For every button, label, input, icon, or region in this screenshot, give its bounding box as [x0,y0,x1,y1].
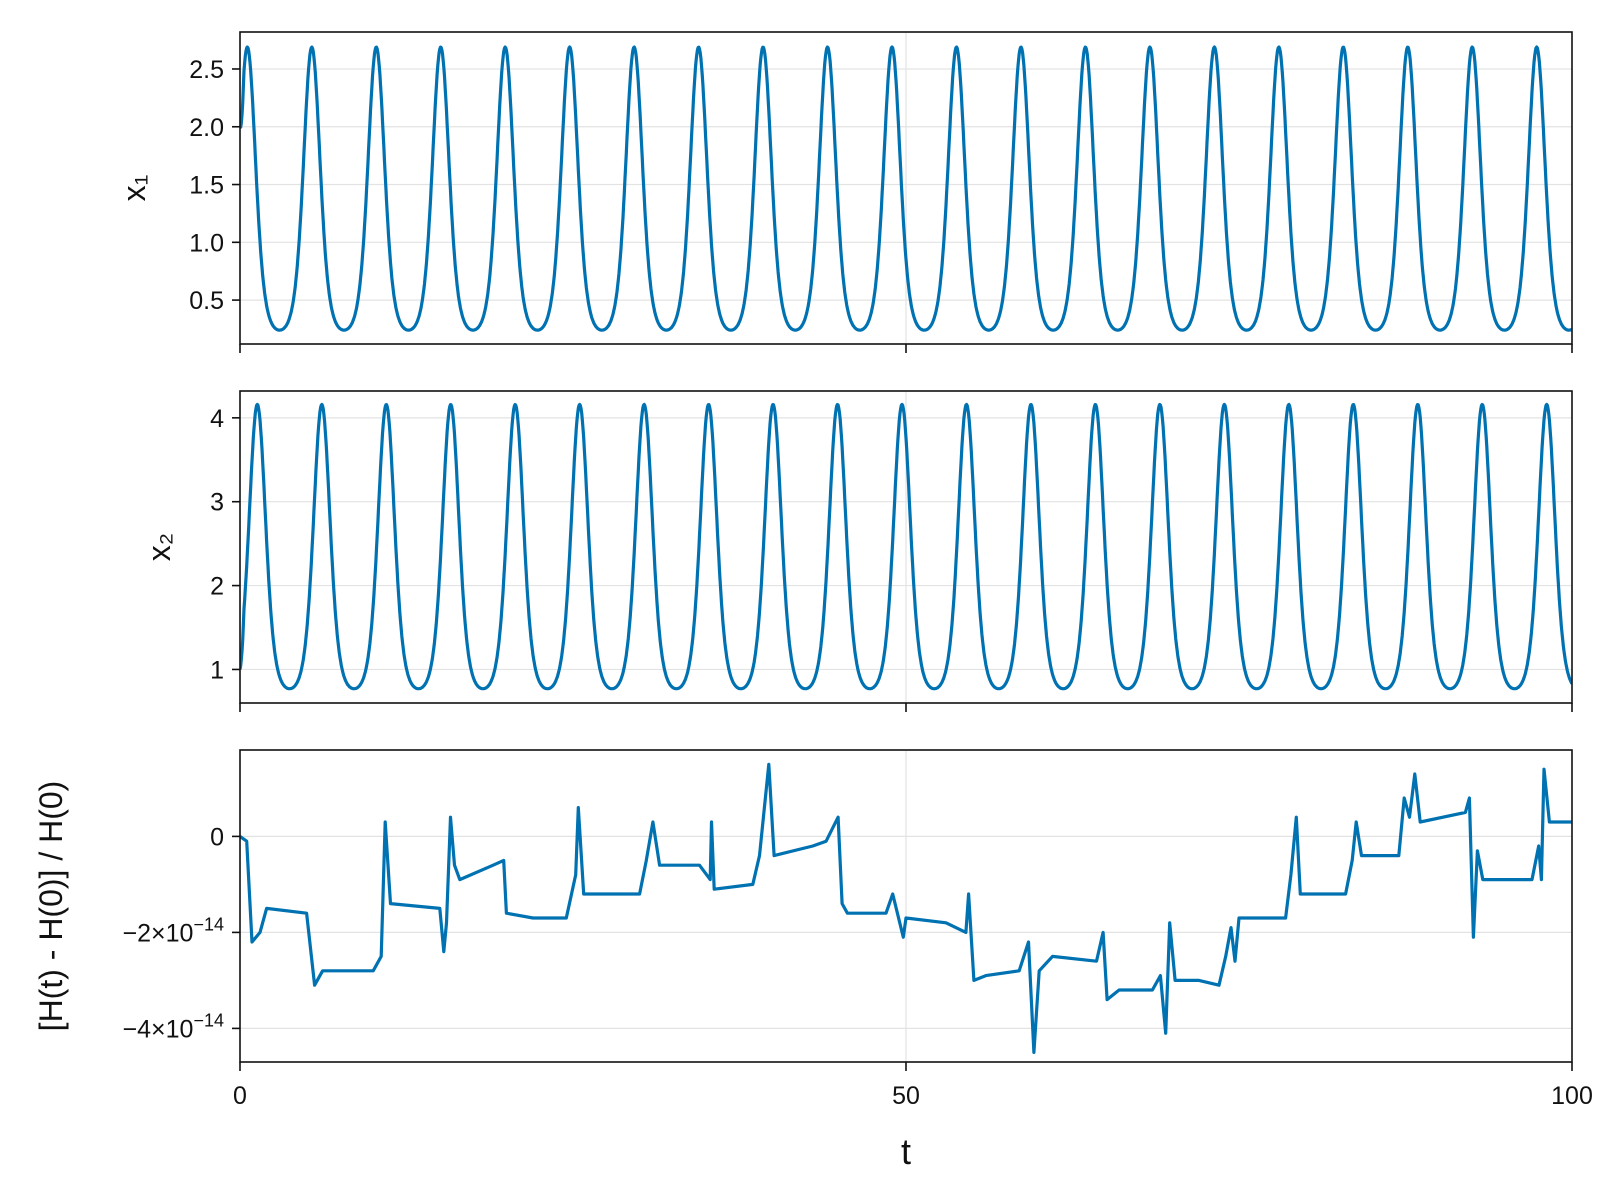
y-tick-label: 2.5 [189,56,224,84]
y-axis-label: [H(t) - H(0)] / H(0) [33,781,69,1032]
y-tick-label: 4 [210,405,224,433]
panel-3: −4×10−14 −2×10−14 0 0 50 100 [H(t) - H(0)] / H… [33,749,1593,1172]
y-tick-label: 1.0 [189,229,224,257]
y-tick-label: 1 [210,656,224,684]
x-tick-label: 100 [1551,1082,1593,1110]
y-tick-label: 2.0 [189,114,224,142]
y-tick-label: −2×10−14 [123,914,224,947]
y-axis-label: x₂ [141,533,177,561]
panel-2: 1 2 3 4 x₂ [141,390,1573,712]
y-tick-label: 2 [210,573,224,601]
y-tick-label: 0 [210,823,224,851]
series-line [240,402,1572,691]
panel-1: 0.5 1.0 1.5 2.0 2.5 x₁ [116,31,1573,353]
y-tick-label: 3 [210,489,224,517]
x-axis-label: t [901,1131,911,1172]
series-line [240,45,1572,332]
y-tick-label: 1.5 [189,172,224,200]
y-tick-label: 0.5 [189,287,224,315]
x-tick-label: 50 [892,1082,920,1110]
y-tick-label: −4×10−14 [123,1010,224,1043]
x-tick-label: 0 [233,1082,247,1110]
y-axis-label: x₁ [116,175,152,202]
series-line [240,762,1572,1054]
